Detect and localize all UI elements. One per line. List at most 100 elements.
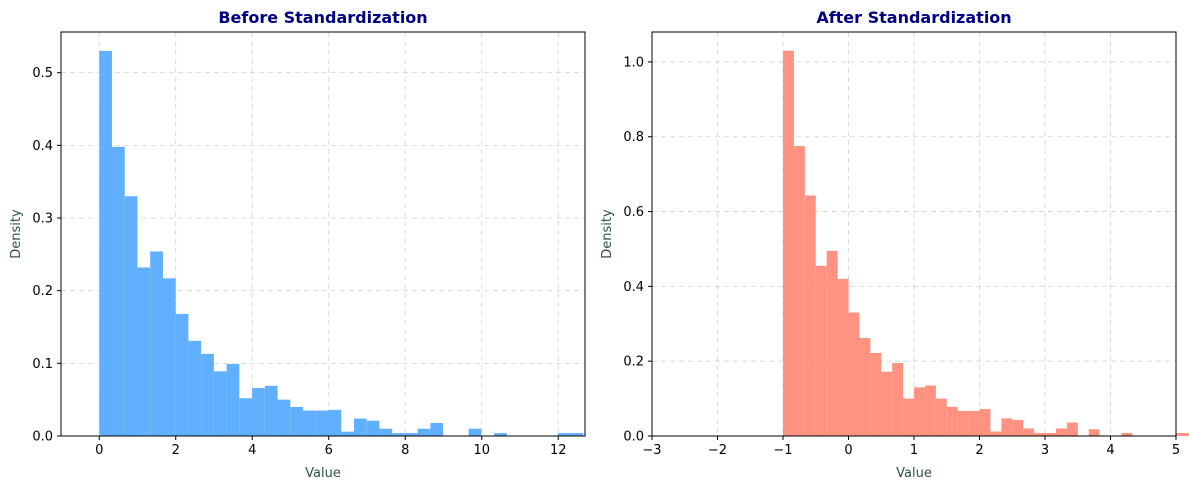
x-tick-label-after-2: −1 [773,443,792,458]
histogram-bar-after-20 [1001,418,1013,436]
histogram-bar-after-15 [946,406,958,436]
chart-title-after: After Standardization [816,8,1011,27]
y-tick-label-before-0: 0.0 [32,430,53,445]
panel-after: −3 −2 −1 0 1 2 3 4 5 0.0 0.2 0.4 0.6 0.8 1.0 After Sta… [600,8,1189,481]
histogram-bar-before-22 [379,428,393,436]
histogram-bar-after-14 [935,398,947,436]
x-tick-label-after-0: −3 [642,443,661,458]
y-tick-label-before-1: 0.1 [32,357,53,372]
histogram-bar-before-8 [201,353,214,436]
histogram-bar-before-14 [277,399,291,436]
axes-frame-before [60,31,586,437]
histogram-bar-before-23 [392,433,405,436]
x-axis-label-after: Value [896,466,932,481]
y-tick-label-after-0: 0.0 [623,430,644,445]
x-tick-label-after-5: 2 [975,443,983,458]
histogram-bar-after-5 [837,278,849,436]
x-tick-label-before-1: 2 [172,443,180,458]
histogram-bar-after-31 [1121,433,1133,436]
histogram-bar-before-1 [111,146,125,436]
histogram-bar-before-36 [557,433,571,436]
histogram-bar-after-37 [1186,433,1189,436]
y-tick-label-before-4: 0.4 [32,139,53,154]
histogram-bar-before-3 [137,267,151,436]
histogram-bar-after-36 [1176,433,1187,436]
histogram-bar-after-28 [1088,429,1100,436]
histogram-bar-after-3 [815,265,827,436]
histogram-bar-before-7 [188,340,202,436]
y-tick-label-after-4: 0.8 [623,130,644,145]
histogram-bar-after-2 [804,195,816,436]
histogram-bar-after-7 [859,337,871,436]
histogram-bar-after-21 [1012,419,1024,436]
histogram-bar-before-29 [468,428,482,436]
histogram-bar-after-25 [1055,428,1067,436]
bars-after [783,50,1189,436]
histogram-bar-after-9 [881,371,893,436]
histogram-bar-before-16 [303,410,316,436]
y-tick-label-after-3: 0.6 [623,205,644,220]
ticks-before: 0 2 4 6 8 10 12 0.0 0.1 0.2 0.3 0.4 0.5 [32,66,566,458]
histogram-bar-before-26 [430,422,444,436]
histogram-bar-after-8 [870,352,882,436]
y-tick-label-after-5: 1.0 [623,55,644,70]
x-tick-label-before-2: 4 [248,443,256,458]
histogram-bar-before-25 [417,428,431,436]
histogram-bar-after-24 [1045,433,1056,436]
x-tick-label-before-6: 12 [550,443,567,458]
x-tick-label-after-3: 0 [844,443,852,458]
histogram-bar-after-11 [903,398,915,436]
histogram-bar-after-22 [1023,428,1035,436]
y-tick-label-before-2: 0.2 [32,284,53,299]
bars-before [99,50,584,436]
y-axis-label-before: Density [9,209,24,259]
histogram-bar-after-6 [848,312,860,436]
histogram-bar-before-13 [264,385,278,436]
histogram-bar-after-0 [783,50,794,436]
y-tick-label-after-1: 0.2 [623,355,644,370]
histogram-bar-after-1 [793,146,805,436]
y-tick-label-before-5: 0.5 [32,66,53,81]
x-tick-label-after-6: 3 [1041,443,1049,458]
histogram-bar-after-13 [924,385,936,436]
histogram-bar-after-10 [892,363,904,436]
x-tick-label-after-1: −2 [708,443,727,458]
histogram-bar-before-11 [239,398,253,436]
x-tick-label-before-4: 8 [401,443,409,458]
histogram-bar-after-17 [968,410,980,436]
histogram-bar-after-19 [990,431,1002,436]
panel-before: 0 2 4 6 8 10 12 0.0 0.1 0.2 0.3 0.4 0.5 Before Stand… [9,8,586,481]
histogram-bar-before-31 [494,433,507,436]
histogram-bar-before-10 [226,364,240,436]
histogram-bar-before-17 [315,410,329,436]
histogram-bar-before-18 [328,409,342,436]
ticks-after: −3 −2 −1 0 1 2 3 4 5 0.0 0.2 0.4 0.6 0.8 1.0 [623,55,1180,458]
x-tick-label-after-8: 5 [1172,443,1180,458]
histogram-bar-before-4 [150,251,163,436]
histogram-bar-before-15 [290,406,304,436]
histogram-bar-before-0 [99,50,112,436]
histogram-bar-before-20 [353,418,367,436]
x-tick-label-before-0: 0 [95,443,103,458]
y-tick-label-after-2: 0.4 [623,280,644,295]
x-tick-label-after-7: 4 [1106,443,1114,458]
x-tick-label-before-5: 10 [473,443,490,458]
histogram-bar-before-2 [124,196,138,436]
chart-title-before: Before Standardization [218,8,427,27]
grid-before [61,32,585,437]
histogram-bar-after-18 [979,409,991,436]
histogram-bar-before-12 [252,388,265,436]
histogram-bar-before-24 [404,433,418,436]
histogram-bar-before-6 [175,313,189,436]
histogram-bar-before-5 [162,278,176,436]
histogram-bar-after-16 [957,410,969,436]
grid-after [651,32,1177,437]
x-tick-label-before-3: 6 [325,443,333,458]
histogram-bar-before-9 [213,371,227,436]
x-axis-label-before: Value [305,466,341,481]
histogram-bar-after-4 [826,250,838,436]
histogram-bar-before-19 [341,431,354,436]
y-tick-label-before-3: 0.3 [32,212,53,227]
